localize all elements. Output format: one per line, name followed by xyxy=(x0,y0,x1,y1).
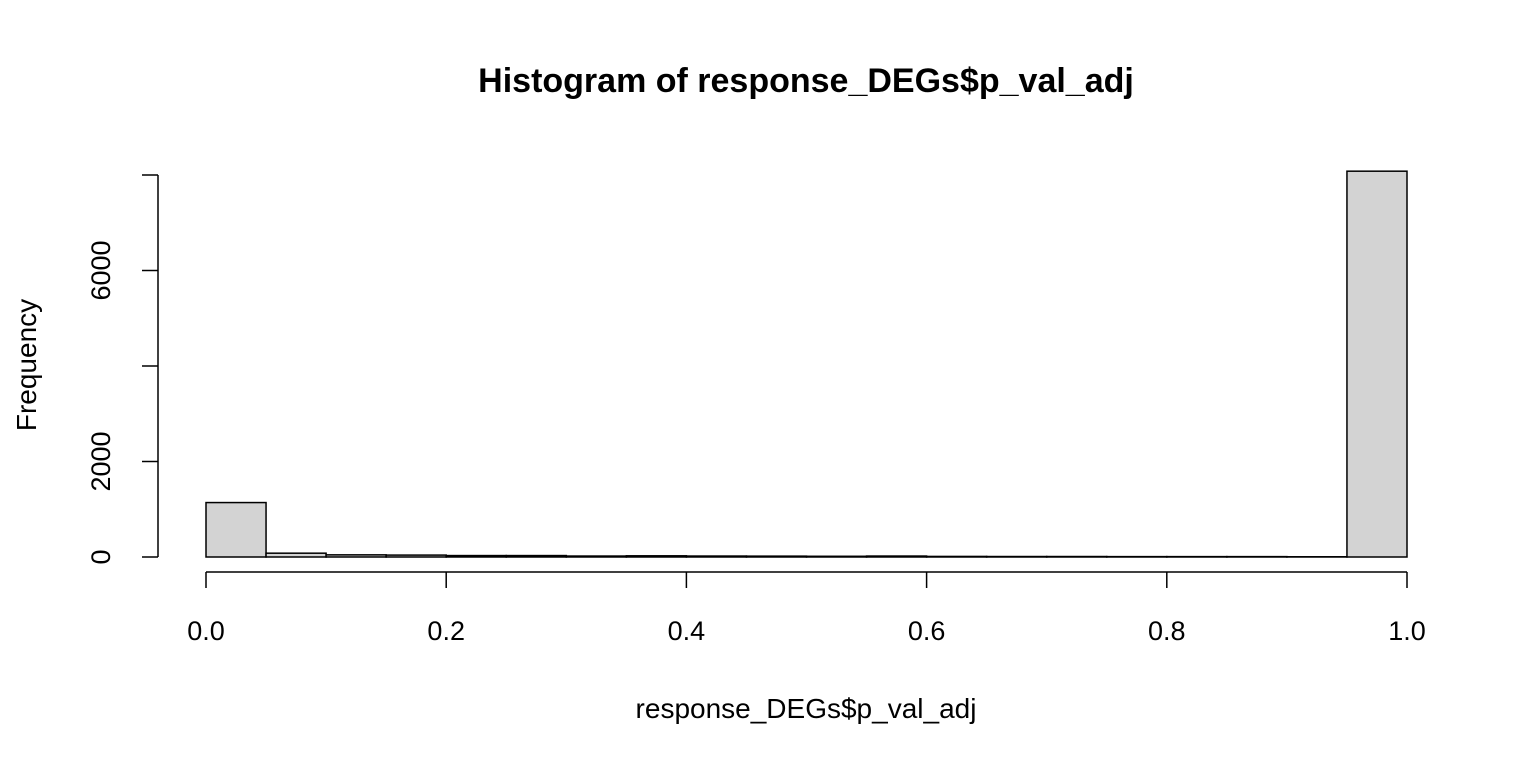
y-axis: 0 2000 6000 xyxy=(86,174,159,565)
histogram-bar-6 xyxy=(565,555,628,558)
histogram-bar-19 xyxy=(1346,170,1408,558)
histogram-bar-9 xyxy=(745,555,808,558)
x-tick-label: 1.0 xyxy=(1388,616,1426,646)
y-tick-label: 0 xyxy=(86,549,116,564)
histogram-bar-4 xyxy=(445,554,508,558)
histogram-bar-11 xyxy=(865,555,928,558)
histogram-bar-10 xyxy=(805,555,868,558)
chart-title: Histogram of response_DEGs$p_val_adj xyxy=(478,62,1134,100)
x-tick-label: 0.2 xyxy=(427,616,465,646)
histogram-bar-5 xyxy=(505,554,568,558)
x-tick-label: 0.6 xyxy=(908,616,946,646)
histogram-bar-3 xyxy=(385,554,447,558)
x-axis-label: response_DEGs$p_val_adj xyxy=(636,693,977,724)
x-tick-label: 0.8 xyxy=(1148,616,1186,646)
y-tick-label: 2000 xyxy=(86,431,116,491)
histogram-bar-1 xyxy=(265,552,327,558)
histogram-bar-7 xyxy=(625,555,688,558)
histogram-bar-12 xyxy=(925,555,988,558)
x-axis: 0.0 0.2 0.4 0.6 0.8 1.0 xyxy=(187,571,1426,646)
y-axis-label: Frequency xyxy=(11,299,42,431)
histogram-bar-8 xyxy=(685,555,748,558)
y-tick-label: 6000 xyxy=(86,240,116,300)
x-tick-label: 0.0 xyxy=(187,616,225,646)
histogram-bars xyxy=(205,170,1408,558)
histogram-bar-0 xyxy=(205,501,267,558)
histogram-bar-2 xyxy=(325,554,387,558)
x-tick-label: 0.4 xyxy=(668,616,706,646)
